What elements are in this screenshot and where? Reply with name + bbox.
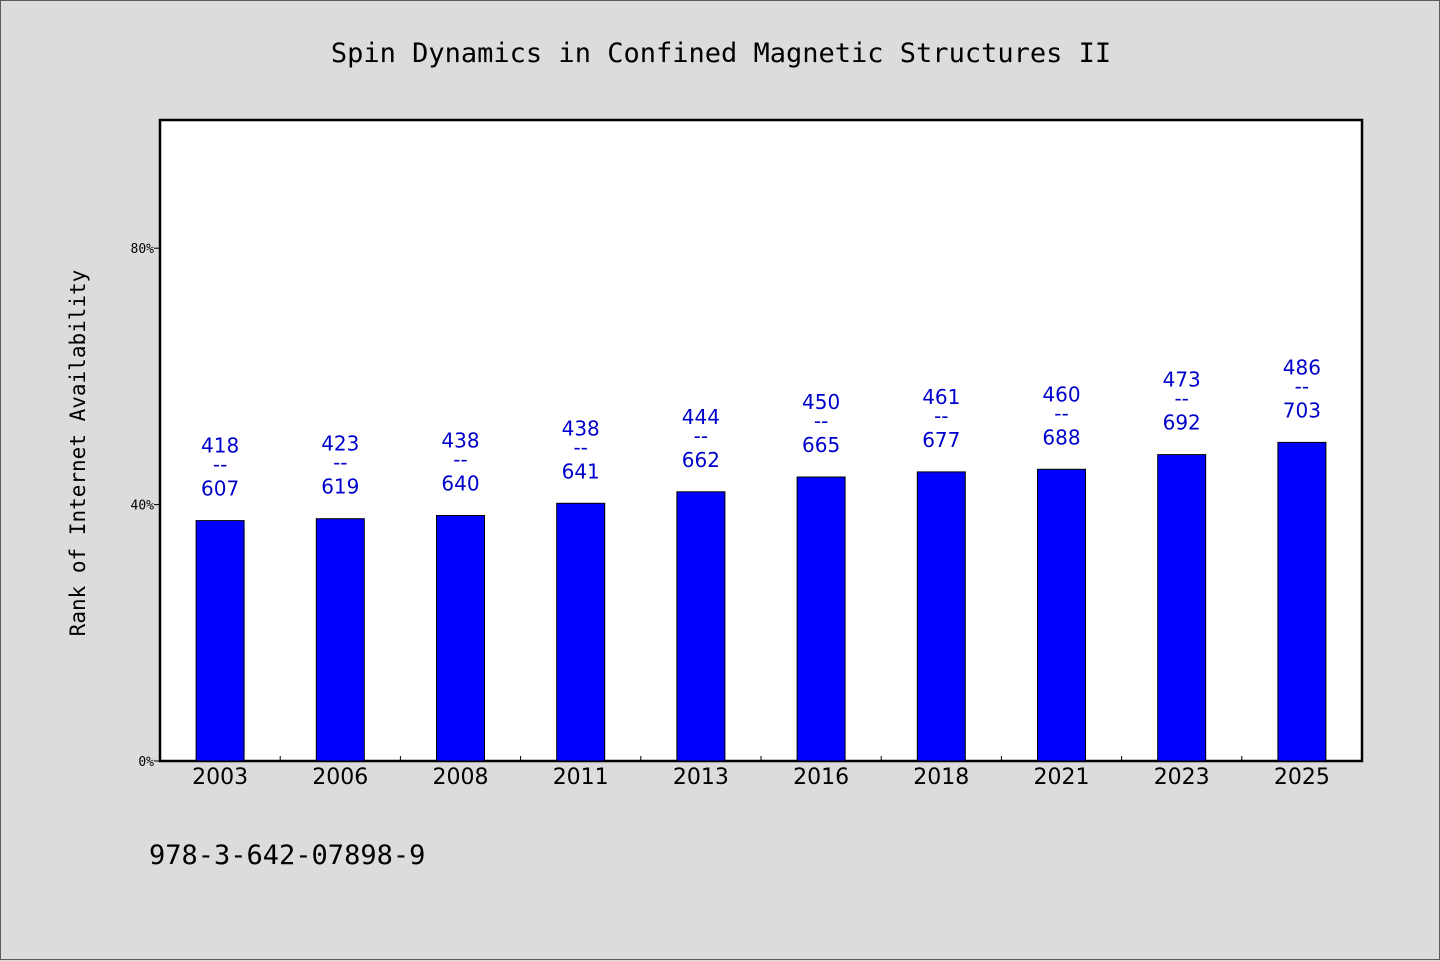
- data-label-separator: --: [1174, 387, 1188, 411]
- x-tick-label: 2006: [312, 765, 368, 790]
- bar: [916, 471, 966, 762]
- data-label-low: 444: [682, 405, 720, 429]
- data-label-high: 641: [562, 459, 600, 483]
- x-tick-label: 2013: [673, 765, 729, 790]
- data-label-high: 665: [802, 433, 840, 457]
- data-label-low: 486: [1283, 355, 1321, 379]
- y-tick-label: 40%: [131, 499, 155, 514]
- data-label-separator: --: [333, 451, 347, 475]
- chart-title: Spin Dynamics in Confined Magnetic Struc…: [331, 38, 1111, 69]
- x-tick-label: 2023: [1154, 765, 1210, 790]
- x-axis: 2003 2006 2008 2011 2013 2016 2018 2021 2023 2025: [192, 756, 1330, 790]
- data-label-separator: --: [213, 453, 227, 477]
- data-label-low: 461: [922, 385, 960, 409]
- x-tick-label: 2003: [192, 765, 248, 790]
- data-label-low: 438: [441, 429, 479, 453]
- data-label-high: 688: [1042, 425, 1080, 449]
- data-label-low: 473: [1163, 368, 1201, 392]
- data-label-low: 460: [1042, 382, 1080, 406]
- y-tick-label: 80%: [131, 242, 155, 257]
- bar: [315, 518, 365, 762]
- data-label-separator: --: [934, 404, 948, 428]
- bar: [556, 502, 606, 762]
- data-label-separator: --: [1054, 401, 1068, 425]
- bar: [1277, 441, 1327, 762]
- x-tick-label: 2008: [433, 765, 489, 790]
- bar: [796, 476, 846, 762]
- data-label-high: 662: [682, 448, 720, 472]
- data-label-high: 692: [1163, 411, 1201, 435]
- y-tick-label: 0%: [138, 755, 154, 770]
- x-tick-label: 2018: [913, 765, 969, 790]
- bars-group: [195, 441, 1327, 762]
- data-label-high: 677: [922, 428, 960, 452]
- x-tick-label: 2011: [553, 765, 609, 790]
- data-label-low: 423: [321, 432, 359, 456]
- data-label-high: 640: [441, 472, 479, 496]
- data-label-low: 450: [802, 390, 840, 414]
- x-tick-label: 2021: [1034, 765, 1090, 790]
- data-label-low: 438: [562, 416, 600, 440]
- x-tick-label: 2016: [793, 765, 849, 790]
- data-label-low: 418: [201, 434, 239, 458]
- data-label-separator: --: [453, 448, 467, 472]
- bar: [195, 520, 245, 762]
- bar: [1037, 468, 1086, 762]
- isbn-text: 978-3-642-07898-9: [149, 840, 425, 871]
- data-label-high: 703: [1283, 398, 1321, 422]
- data-label-high: 619: [321, 475, 359, 499]
- data-label-separator: --: [814, 409, 828, 433]
- bar: [436, 515, 485, 762]
- data-label-high: 607: [201, 477, 239, 501]
- y-axis-label: Rank of Internet Availability: [66, 270, 90, 637]
- data-label-separator: --: [694, 424, 708, 448]
- data-labels-group: 418--607423--619438--640438--641444--662…: [201, 355, 1321, 500]
- data-label-separator: --: [573, 435, 587, 459]
- y-axis: 0% 40% 80%: [131, 242, 160, 770]
- data-label-separator: --: [1295, 374, 1309, 398]
- bar: [1157, 454, 1207, 762]
- x-tick-label: 2025: [1274, 765, 1330, 790]
- bar: [676, 491, 726, 762]
